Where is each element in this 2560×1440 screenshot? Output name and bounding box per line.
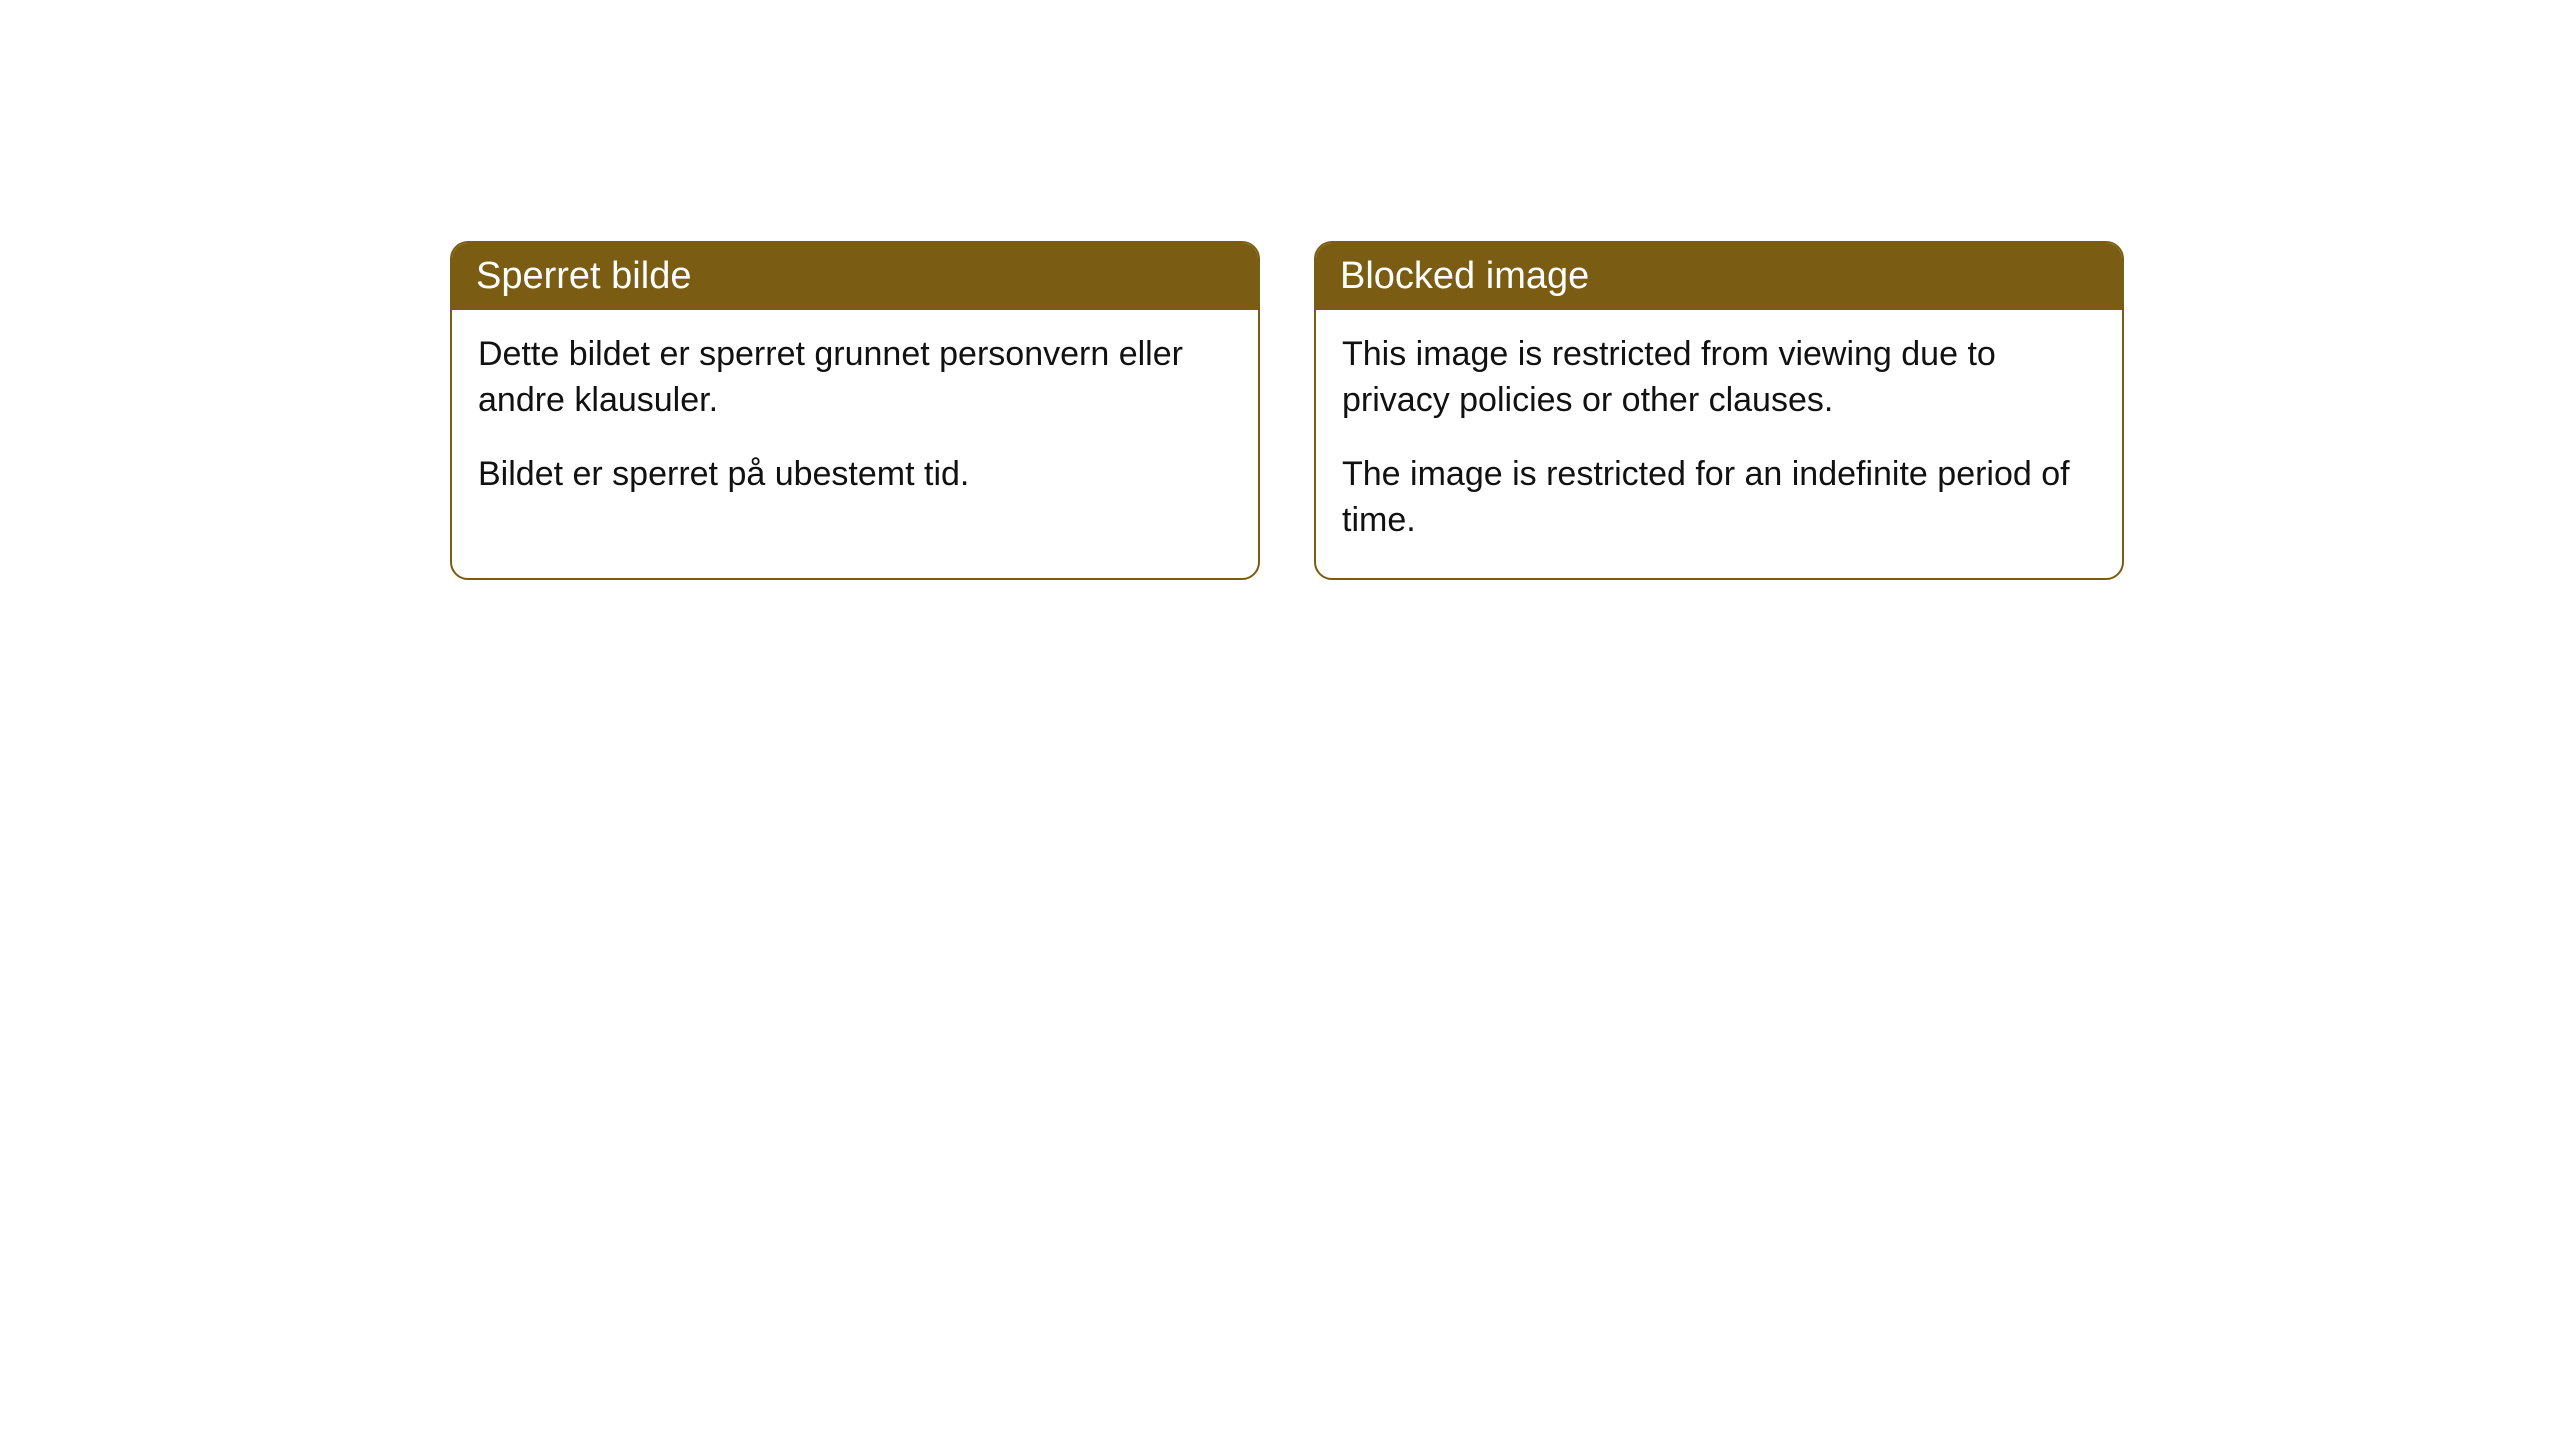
notice-body: This image is restricted from viewing du… — [1316, 310, 2122, 578]
notice-paragraph: This image is restricted from viewing du… — [1342, 332, 2096, 424]
notice-paragraph: Dette bildet er sperret grunnet personve… — [478, 332, 1232, 424]
notice-title: Blocked image — [1340, 255, 1589, 297]
notice-card-english: Blocked image This image is restricted f… — [1314, 241, 2124, 580]
notice-body: Dette bildet er sperret grunnet personve… — [452, 310, 1258, 532]
notice-container: Sperret bilde Dette bildet er sperret gr… — [450, 241, 2124, 580]
notice-header: Sperret bilde — [452, 243, 1258, 310]
notice-paragraph: The image is restricted for an indefinit… — [1342, 452, 2096, 544]
notice-header: Blocked image — [1316, 243, 2122, 310]
notice-paragraph: Bildet er sperret på ubestemt tid. — [478, 452, 1232, 498]
notice-card-norwegian: Sperret bilde Dette bildet er sperret gr… — [450, 241, 1260, 580]
notice-title: Sperret bilde — [476, 255, 691, 297]
